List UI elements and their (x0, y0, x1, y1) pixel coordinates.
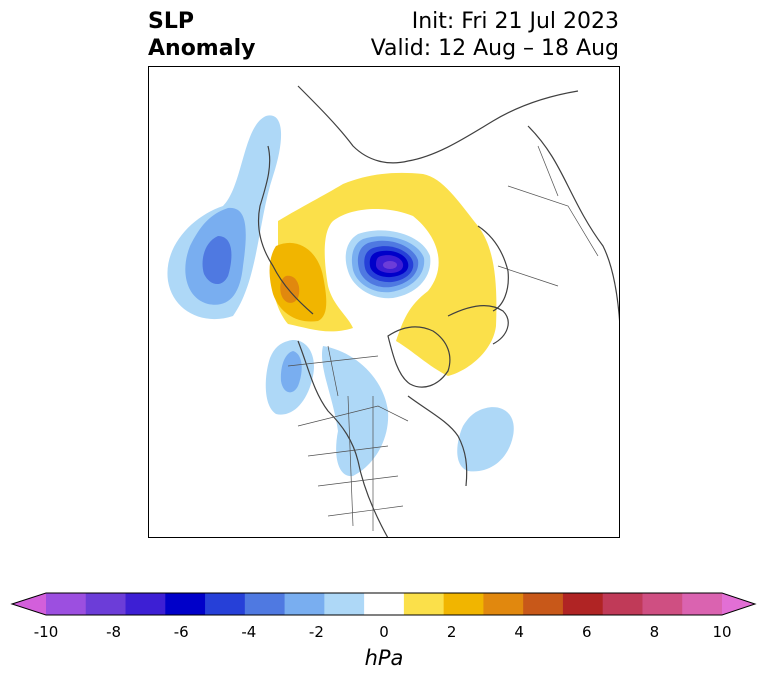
colorbar-tick-label: -4 (241, 623, 257, 641)
coastlines (257, 85, 620, 538)
colorbar-extend-min (12, 593, 46, 615)
pacific-low-anomaly (167, 115, 282, 320)
map-title: SLP Anomaly (148, 8, 255, 62)
atlantic-low-anomaly (457, 407, 514, 472)
colorbar-tick-label: 0 (379, 623, 389, 641)
colorbar-segment (324, 593, 365, 615)
arctic-high-anomaly (269, 172, 497, 376)
init-label: Init: Fri 21 Jul 2023 (411, 9, 619, 34)
colorbar-segment (85, 593, 127, 615)
colorbar (10, 592, 757, 616)
title-line-1: SLP (148, 9, 194, 34)
colorbar-segment (682, 593, 723, 615)
colorbar-segment (443, 593, 484, 615)
colorbar-segment (483, 593, 524, 615)
title-line-2: Anomaly (148, 36, 256, 61)
colorbar-segment (562, 593, 604, 615)
colorbar-tick-label: -6 (173, 623, 189, 641)
colorbar-segment (46, 593, 87, 615)
colorbar-segment (205, 593, 246, 615)
colorbar-segment (244, 593, 286, 615)
valid-label: Valid: 12 Aug – 18 Aug (370, 36, 619, 61)
colorbar-segment (523, 593, 564, 615)
slp-anomaly-map (148, 66, 620, 538)
colorbar-tick-label: -2 (308, 623, 324, 641)
political-boundaries (287, 145, 599, 531)
colorbar-tick-label: 4 (514, 623, 524, 641)
colorbar-segment (364, 593, 405, 615)
run-info: Init: Fri 21 Jul 2023 Valid: 12 Aug – 18… (371, 8, 619, 62)
colorbar-tick-label: 8 (649, 623, 660, 641)
colorbar-tick-label: 2 (446, 623, 457, 641)
colorbar-segment (642, 593, 683, 615)
colorbar-extend-max (722, 593, 755, 615)
colorbar-tick-label: 6 (582, 623, 592, 641)
canada-low-anomaly (265, 340, 389, 477)
colorbar-tick-label: -8 (106, 623, 122, 641)
central-arctic-low (335, 223, 433, 308)
colorbar-segment (125, 593, 166, 615)
colorbar-unit: hPa (364, 646, 404, 670)
colorbar-outline (10, 592, 757, 616)
colorbar-tick-label: 10 (712, 623, 732, 641)
colorbar-segment (403, 593, 445, 615)
colorbar-segment (602, 593, 643, 615)
colorbar-segment (284, 593, 325, 615)
colorbar-segment (165, 593, 206, 615)
colorbar-tick-label: -10 (33, 623, 59, 641)
